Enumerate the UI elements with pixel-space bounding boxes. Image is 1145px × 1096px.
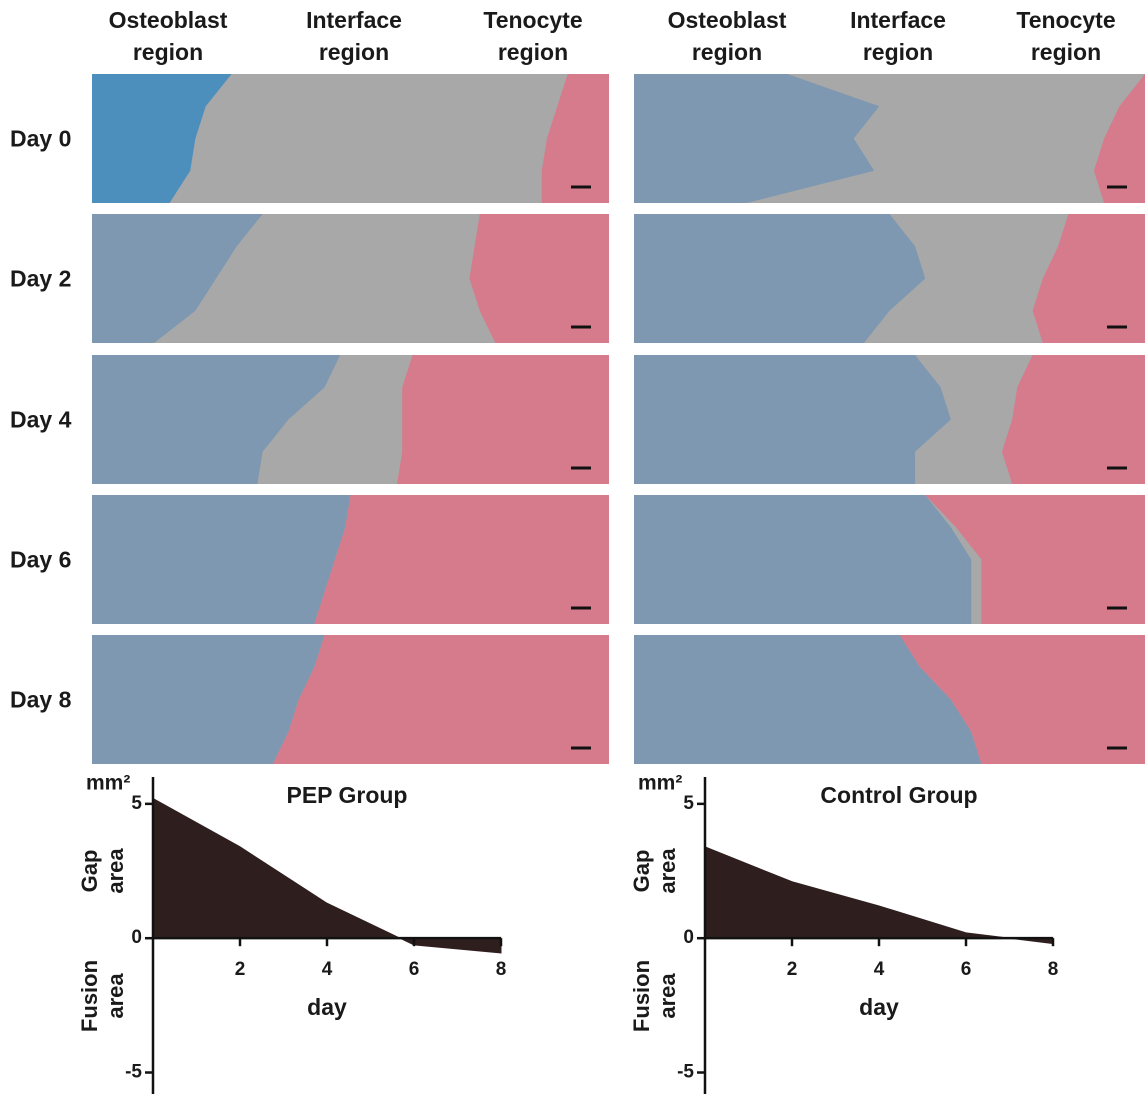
column-header: region: [692, 39, 762, 65]
y-axis-label: Fusion: [629, 960, 654, 1032]
x-tick-label: 4: [874, 959, 885, 980]
tenocyte-area: [314, 495, 609, 624]
osteoblast-area: [92, 495, 351, 624]
x-tick-label: 4: [322, 959, 333, 980]
y-axis-label: Gap: [77, 850, 102, 893]
row-label: Day 8: [10, 687, 72, 713]
y-axis-label: area: [655, 973, 680, 1019]
column-header: region: [1031, 39, 1101, 65]
y-tick-label: 0: [131, 927, 142, 948]
x-tick-label: 2: [787, 959, 798, 980]
area: [153, 798, 501, 952]
y-axis-label: Gap: [629, 850, 654, 893]
x-tick-label: 8: [1048, 959, 1059, 980]
row-label: Day 2: [10, 266, 71, 292]
chart-title: PEP Group: [287, 782, 408, 808]
figure: Osteoblast region Interface region Tenocyte r…: [0, 0, 1145, 1096]
y-tick-label: 5: [683, 793, 694, 814]
x-axis-label: day: [859, 994, 899, 1020]
tenocyte-area: [397, 355, 609, 484]
y-tick-label: -5: [677, 1062, 694, 1083]
row-label: Day 6: [10, 547, 71, 573]
x-tick-label: 6: [409, 959, 420, 980]
area: [705, 847, 1053, 944]
y-axis-label: area: [655, 848, 680, 894]
y-axis-label: Fusion: [77, 960, 102, 1032]
chart-title: Control Group: [820, 782, 977, 808]
osteoblast-area: [634, 355, 951, 484]
y-tick-label: 5: [131, 793, 142, 814]
y-unit: mm²: [638, 772, 682, 795]
column-header: region: [319, 39, 389, 65]
y-axis-label: area: [103, 848, 128, 894]
column-header: Interface: [306, 7, 402, 33]
column-header: Osteoblast: [668, 7, 787, 33]
y-axis-label: area: [103, 973, 128, 1019]
osteoblast-area: [634, 495, 971, 624]
column-header: region: [133, 39, 203, 65]
column-header: Tenocyte: [483, 7, 582, 33]
column-header: region: [498, 39, 568, 65]
y-unit: mm²: [86, 772, 130, 795]
column-header: region: [863, 39, 933, 65]
column-header: Osteoblast: [109, 7, 228, 33]
column-header: Tenocyte: [1016, 7, 1115, 33]
x-tick-label: 6: [961, 959, 972, 980]
y-tick-label: -5: [125, 1062, 142, 1083]
x-tick-label: 2: [235, 959, 246, 980]
column-header: Interface: [850, 7, 946, 33]
row-label: Day 4: [10, 407, 72, 433]
row-label: Day 0: [10, 126, 71, 152]
x-tick-label: 8: [496, 959, 507, 980]
y-tick-label: 0: [683, 927, 694, 948]
tenocyte-area: [469, 214, 609, 343]
tenocyte-area: [273, 635, 609, 764]
x-axis-label: day: [307, 994, 347, 1020]
